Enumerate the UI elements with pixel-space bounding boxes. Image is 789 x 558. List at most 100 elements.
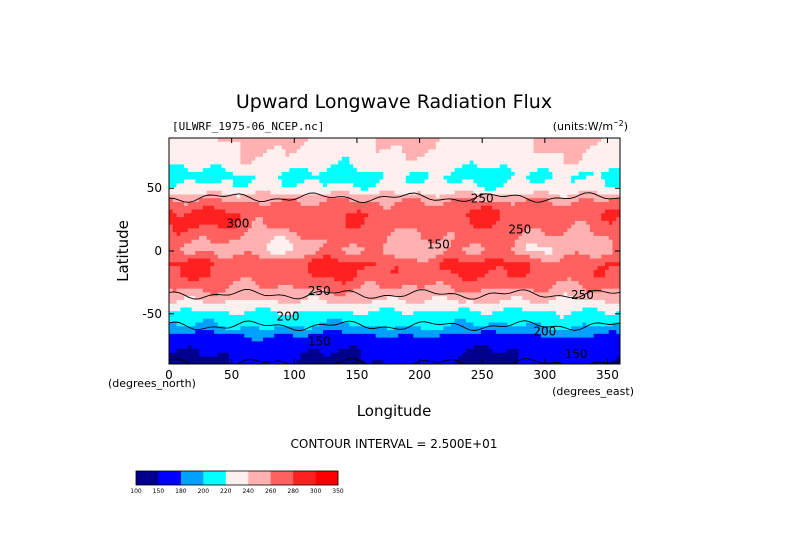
heatmap-cell (450, 277, 456, 282)
heatmap-cell (191, 258, 196, 263)
heatmap-cell (469, 239, 475, 245)
heatmap-cell (319, 254, 324, 260)
heatmap-cell (311, 175, 317, 181)
heatmap-cell (541, 141, 546, 147)
heatmap-cell (616, 179, 620, 184)
heatmap-cell (563, 205, 568, 211)
heatmap-cell (447, 160, 452, 165)
heatmap-cell (345, 186, 350, 192)
heatmap-cell (601, 213, 606, 218)
heatmap-cell (492, 284, 497, 290)
heatmap-cell (285, 168, 290, 173)
heatmap-cell (477, 175, 482, 181)
heatmap-cell (413, 213, 418, 218)
heatmap-cell (390, 277, 396, 282)
heatmap-cell (616, 224, 620, 229)
heatmap-cell (364, 254, 369, 260)
heatmap-cell (199, 243, 204, 248)
heatmap-cell (169, 224, 174, 229)
heatmap-cell (172, 209, 178, 214)
heatmap-cell (439, 247, 444, 252)
heatmap-cell (214, 281, 219, 286)
heatmap-cell (221, 149, 226, 154)
heatmap-cell (601, 243, 606, 248)
heatmap-cell (616, 164, 620, 169)
heatmap-cell (266, 281, 272, 286)
heatmap-cell (319, 281, 324, 286)
heatmap-cell (402, 141, 407, 147)
heatmap-cell (454, 217, 459, 222)
heatmap-cell (353, 243, 358, 248)
heatmap-cell (450, 258, 456, 263)
heatmap-cell (567, 266, 572, 271)
heatmap-cell (601, 269, 606, 275)
heatmap-cell (229, 153, 234, 158)
heatmap-cell (443, 153, 448, 158)
heatmap-cell (480, 171, 486, 177)
heatmap-cell (180, 232, 185, 237)
heatmap-cell (311, 292, 317, 297)
heatmap-cell (589, 247, 595, 252)
heatmap-cell (417, 273, 422, 278)
heatmap-cell (202, 284, 208, 290)
heatmap-cell (443, 269, 448, 275)
heatmap-cell (608, 171, 614, 177)
heatmap-cell (435, 153, 441, 158)
heatmap-cell (191, 138, 196, 143)
heatmap-cell (266, 228, 272, 233)
heatmap-cell (447, 186, 452, 192)
heatmap-cell (184, 153, 189, 158)
heatmap-cell (552, 164, 557, 169)
heatmap-cell (187, 198, 193, 203)
heatmap-cell (214, 266, 219, 271)
heatmap-cell (571, 243, 576, 248)
heatmap-cell (356, 266, 362, 271)
heatmap-cell (323, 175, 328, 181)
heatmap-cell (424, 247, 429, 252)
heatmap-cell (582, 277, 587, 282)
heatmap-cell (221, 247, 226, 252)
heatmap-cell (274, 160, 279, 165)
heatmap-cell (586, 205, 591, 211)
heatmap-cell (578, 228, 584, 233)
heatmap-cell (323, 209, 328, 214)
heatmap-cell (477, 273, 482, 278)
heatmap-cell (229, 183, 234, 188)
heatmap-cell (349, 171, 354, 177)
heatmap-cell (544, 138, 550, 143)
heatmap-cell (439, 138, 444, 143)
units-label: (units:W/m¯2) (553, 119, 628, 134)
heatmap-cell (604, 277, 610, 282)
heatmap-cell (356, 183, 362, 188)
heatmap-cell (526, 273, 531, 278)
heatmap-cell (319, 156, 324, 162)
heatmap-cell (319, 171, 324, 177)
heatmap-cell (315, 266, 320, 271)
heatmap-cell (511, 179, 516, 184)
heatmap-cell (582, 168, 587, 173)
heatmap-cell (571, 217, 576, 222)
heatmap-cell (582, 145, 587, 150)
heatmap-cell (274, 288, 279, 294)
heatmap-cell (176, 171, 181, 177)
heatmap-cell (480, 183, 486, 188)
heatmap-cell (259, 168, 264, 173)
heatmap-cell (574, 258, 580, 263)
heatmap-cell (465, 190, 471, 196)
heatmap-cell (356, 228, 362, 233)
heatmap-cell (465, 235, 471, 241)
heatmap-cell (262, 243, 268, 248)
heatmap-cell (567, 277, 572, 282)
heatmap-cell (281, 156, 287, 162)
heatmap-cell (172, 277, 178, 282)
heatmap-cell (247, 194, 253, 199)
heatmap-cell (593, 284, 599, 290)
heatmap-cell (191, 186, 196, 192)
heatmap-cell (296, 224, 302, 229)
heatmap-cell (266, 224, 272, 229)
heatmap-cell (559, 149, 565, 154)
heatmap-cell (304, 235, 309, 241)
heatmap-cell (428, 251, 433, 256)
heatmap-cell (304, 186, 309, 192)
heatmap-cell (507, 179, 512, 184)
